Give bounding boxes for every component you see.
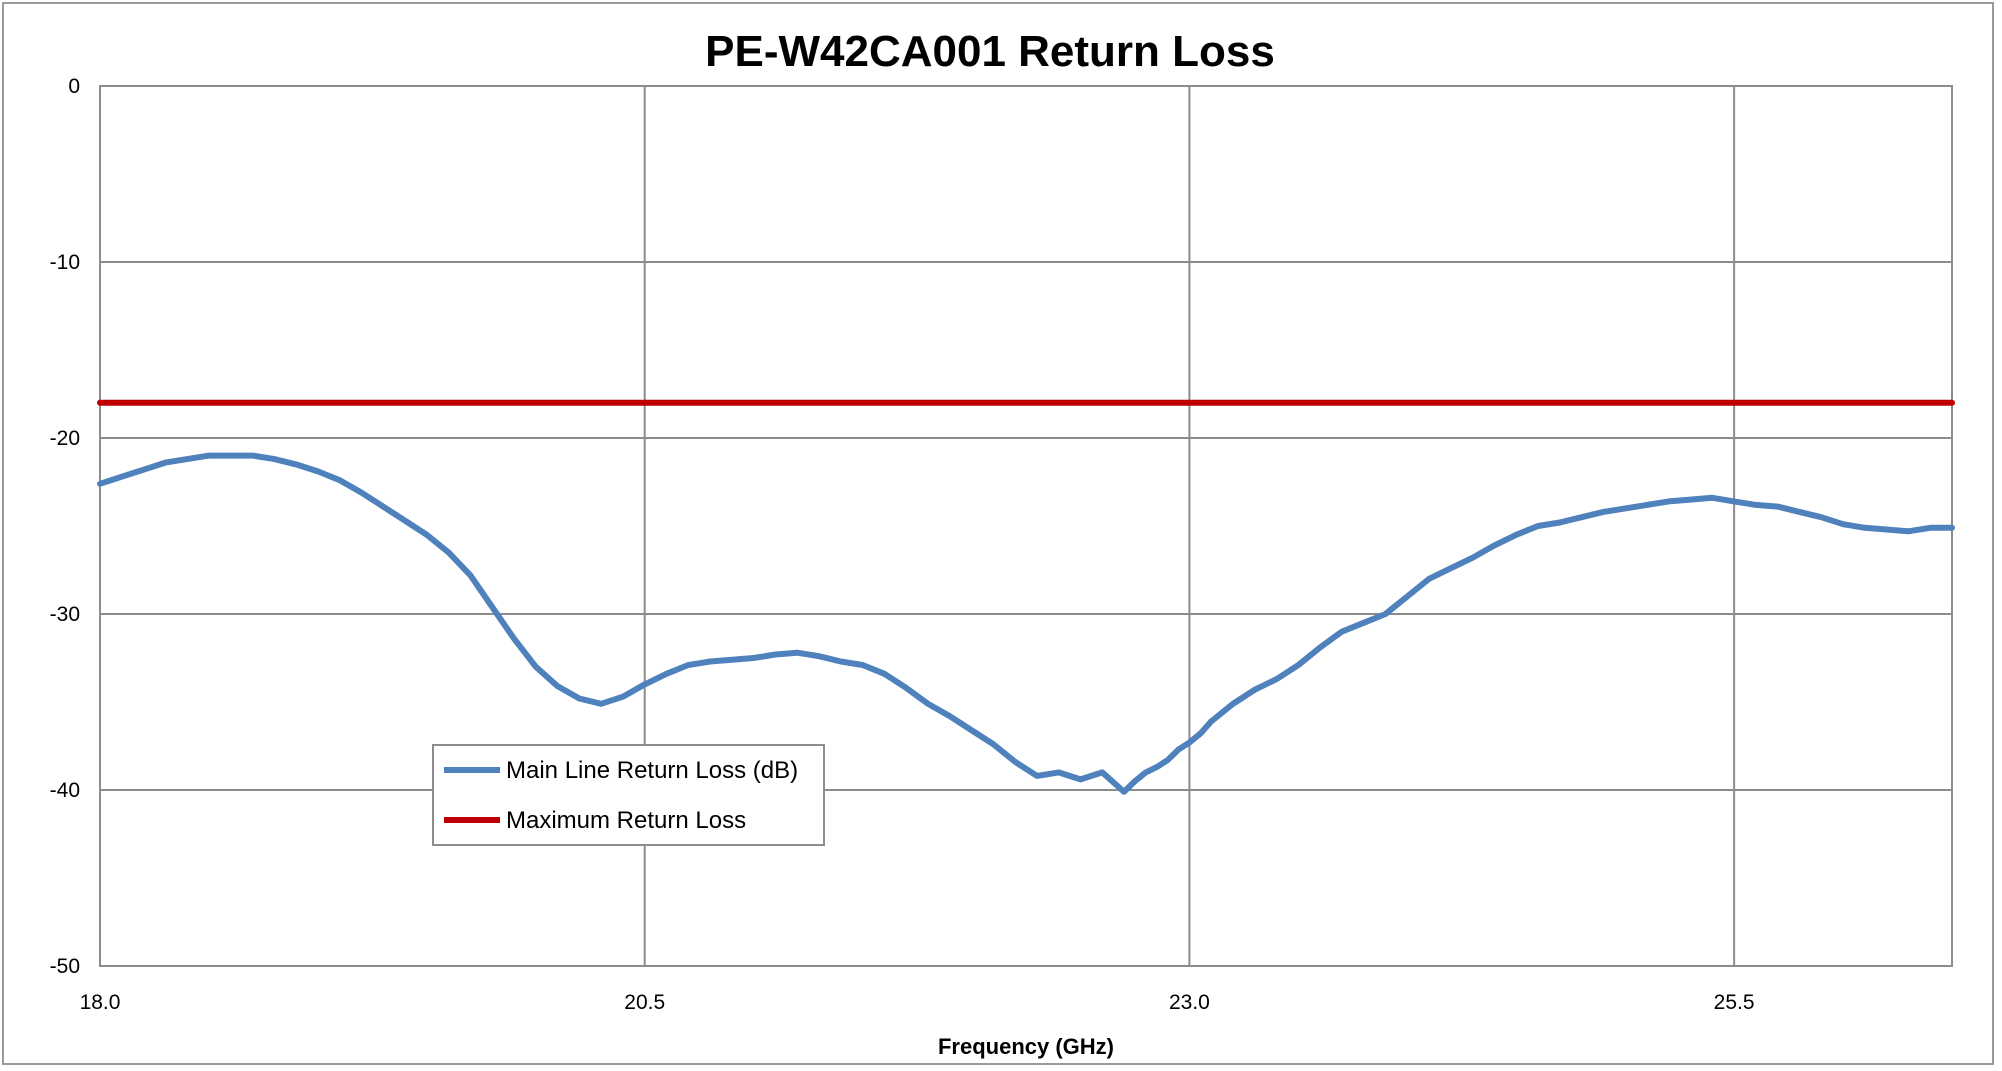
grid-lines [99, 85, 1952, 967]
y-tick-label: 0 [68, 75, 80, 98]
y-axis-tick-labels: 0 -10 -20 -30 -40 -50 [50, 75, 80, 978]
legend-label-main-line: Main Line Return Loss (dB) [506, 757, 798, 784]
legend-label-maximum: Maximum Return Loss [506, 807, 746, 834]
x-tick-label: 25.5 [1714, 991, 1755, 1014]
y-tick-label: -40 [50, 779, 80, 802]
chart-title: PE-W42CA001 Return Loss [705, 27, 1275, 76]
x-tick-label: 23.0 [1169, 991, 1210, 1014]
y-tick-label: -30 [50, 603, 80, 626]
x-axis-tick-labels: 18.0 20.5 23.0 25.5 [80, 991, 1755, 1014]
legend-box [432, 744, 825, 846]
y-tick-label: -50 [50, 955, 80, 978]
y-tick-label: -10 [50, 251, 80, 274]
series-main-line-return-loss [97, 452, 1955, 795]
x-tick-label: 20.5 [624, 991, 665, 1014]
x-axis-label: Frequency (GHz) [938, 1034, 1114, 1059]
plot-area [99, 85, 1953, 967]
chart-legend: Main Line Return Loss (dB) Maximum Retur… [432, 744, 825, 846]
series-layer [97, 399, 1955, 795]
y-tick-label: -20 [50, 427, 80, 450]
x-tick-label: 18.0 [80, 991, 121, 1014]
